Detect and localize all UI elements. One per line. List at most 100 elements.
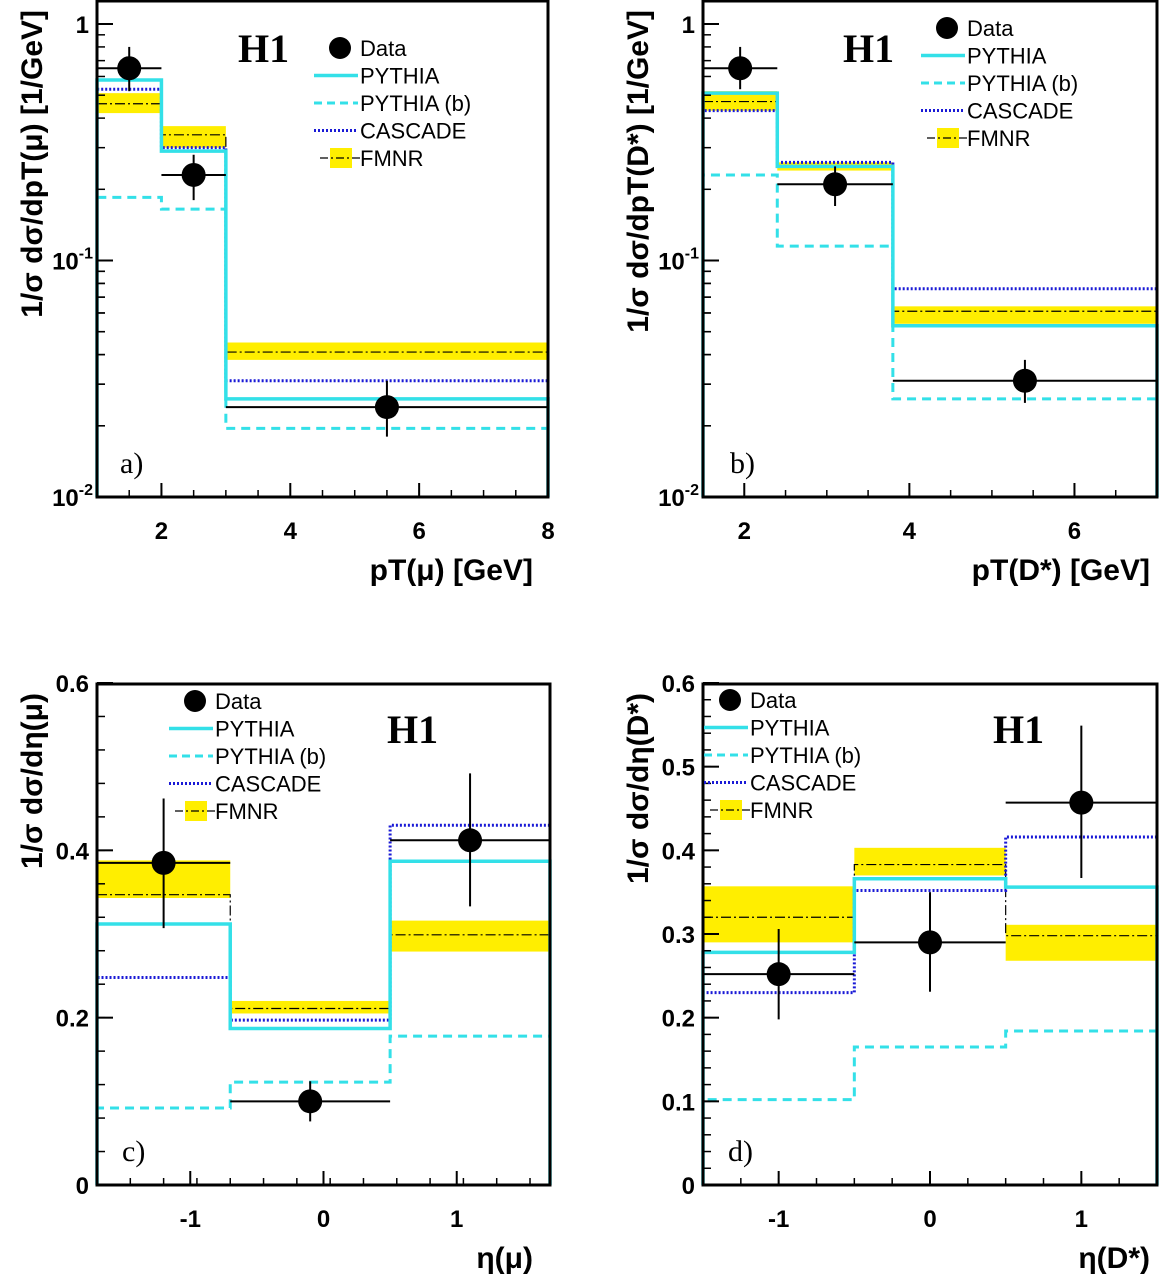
- data-marker: [918, 930, 942, 955]
- y-tick-label: 0.2: [662, 1006, 695, 1033]
- x-tick-label: 2: [155, 518, 168, 545]
- fmnr-band-bin: [1005, 924, 1157, 961]
- panel-d: -1 0 1 0 0.1 0.2 0.3 0.4 0.5 0.6 1/σ dσ/dη(D*) η(D*…: [622, 671, 1159, 1275]
- y-axis-title: 1/σ dσ/dpT(D*) [1/GeV]: [622, 10, 655, 333]
- legend-entry: PYTHIA (b): [314, 91, 471, 116]
- cascade-line: [701, 109, 1159, 497]
- fmnr-line: [97, 894, 550, 1010]
- data-series: [97, 773, 550, 1122]
- y-tick-label: 0: [76, 1173, 89, 1200]
- legend-label: CASCADE: [360, 119, 466, 144]
- data-point: [1005, 725, 1157, 878]
- legend-entry: FMNR: [927, 126, 1031, 151]
- x-axis-title: η(D*): [1078, 1242, 1150, 1275]
- cascade-line: [95, 87, 550, 497]
- legend-entry: Data: [184, 689, 262, 714]
- pythia-b-line: [95, 195, 550, 497]
- legend-label: FMNR: [750, 798, 814, 823]
- y-tick-label: 0.2: [56, 1006, 89, 1033]
- legend-entry: FMNR: [710, 798, 814, 823]
- data-point: [703, 46, 778, 90]
- y-tick-label: 10-2: [52, 482, 93, 512]
- legend-label: CASCADE: [967, 99, 1073, 124]
- fmnr-band-bin: [703, 91, 778, 111]
- legend-entry: FMNR: [320, 146, 424, 171]
- panel-label: d): [728, 1135, 753, 1168]
- x-tick-label: 2: [738, 518, 751, 545]
- data-series: [703, 46, 1157, 403]
- data-marker: [1069, 790, 1094, 815]
- x-axis-title: pT(μ) [GeV]: [370, 554, 533, 587]
- pythia-b-line: [701, 173, 1159, 497]
- legend-label: FMNR: [967, 126, 1031, 151]
- y-axis: 0 0.2 0.4 0.6: [56, 671, 113, 1200]
- x-tick-label: 4: [284, 518, 298, 545]
- cascade-line: [95, 823, 552, 1185]
- x-axis: -1 0 1: [96, 1171, 531, 1233]
- y-axis-title: 1/σ dσ/dpT(μ) [1/GeV]: [16, 10, 49, 318]
- panel-label: c): [122, 1135, 145, 1168]
- data-marker: [374, 395, 399, 420]
- y-tick-label: 0.4: [662, 838, 696, 865]
- data-point: [390, 773, 550, 907]
- pythia-line: [701, 91, 1159, 497]
- legend-entry: Data: [936, 16, 1014, 41]
- fmnr-band-bin: [225, 342, 548, 360]
- data-point: [97, 798, 231, 929]
- panel-label: a): [120, 447, 143, 480]
- data-point: [225, 380, 548, 437]
- panel-label: b): [730, 447, 755, 480]
- x-tick-label: 6: [412, 518, 425, 545]
- fmnr-band: [97, 860, 550, 1014]
- fmnr-band-bin: [161, 126, 226, 148]
- data-point: [703, 928, 855, 1020]
- x-axis-title: pT(D*) [GeV]: [972, 554, 1150, 587]
- data-marker: [181, 162, 206, 187]
- legend-label: Data: [215, 689, 262, 714]
- legend-label: PYTHIA: [967, 44, 1047, 69]
- data-point: [777, 166, 893, 206]
- y-tick-label: 10-1: [658, 246, 699, 276]
- pythia-line: [95, 78, 550, 497]
- legend-label: PYTHIA (b): [750, 743, 861, 768]
- legend-entry: CASCADE: [921, 99, 1073, 124]
- x-tick-label: 4: [903, 518, 917, 545]
- legend-label: Data: [967, 16, 1014, 41]
- legend-label: CASCADE: [215, 772, 321, 797]
- legend-entry: PYTHIA: [314, 64, 440, 89]
- fmnr-band-bin: [230, 1000, 391, 1014]
- pythia-b-line: [95, 1034, 552, 1185]
- legend-label: FMNR: [215, 799, 279, 824]
- data-point: [161, 154, 226, 201]
- legend-marker-data: [936, 17, 958, 39]
- data-marker: [298, 1089, 323, 1114]
- data-marker: [728, 56, 753, 81]
- data-marker: [117, 56, 142, 81]
- data-point: [892, 359, 1157, 403]
- y-tick-label: 0.6: [56, 671, 89, 698]
- x-tick-label: 8: [541, 518, 554, 545]
- x-tick-label: -1: [768, 1206, 789, 1233]
- legend-label: PYTHIA: [215, 717, 295, 742]
- x-tick-label: 1: [1075, 1206, 1088, 1233]
- y-tick-label: 0.5: [662, 755, 695, 782]
- h1-badge: H1: [238, 26, 289, 71]
- legend-entry: PYTHIA (b): [169, 744, 326, 769]
- fmnr-band-bin: [892, 306, 1157, 324]
- legend-label: PYTHIA: [360, 64, 440, 89]
- legend-label: FMNR: [360, 146, 424, 171]
- h1-badge: H1: [843, 26, 894, 71]
- fmnr-line: [703, 100, 1157, 312]
- panel-a: 2 4 6 8 1 10-1 10-2 1/σ dσ/dpT(μ) [1/GeV] pT(μ) …: [16, 0, 555, 587]
- legend-marker-data: [329, 37, 351, 59]
- legend-entry: PYTHIA (b): [704, 743, 861, 768]
- legend-label: PYTHIA (b): [215, 744, 326, 769]
- x-tick-label: 6: [1068, 518, 1081, 545]
- legend-entry: PYTHIA: [169, 717, 295, 742]
- legend-label: PYTHIA: [750, 716, 830, 741]
- fmnr-band: [703, 847, 1157, 961]
